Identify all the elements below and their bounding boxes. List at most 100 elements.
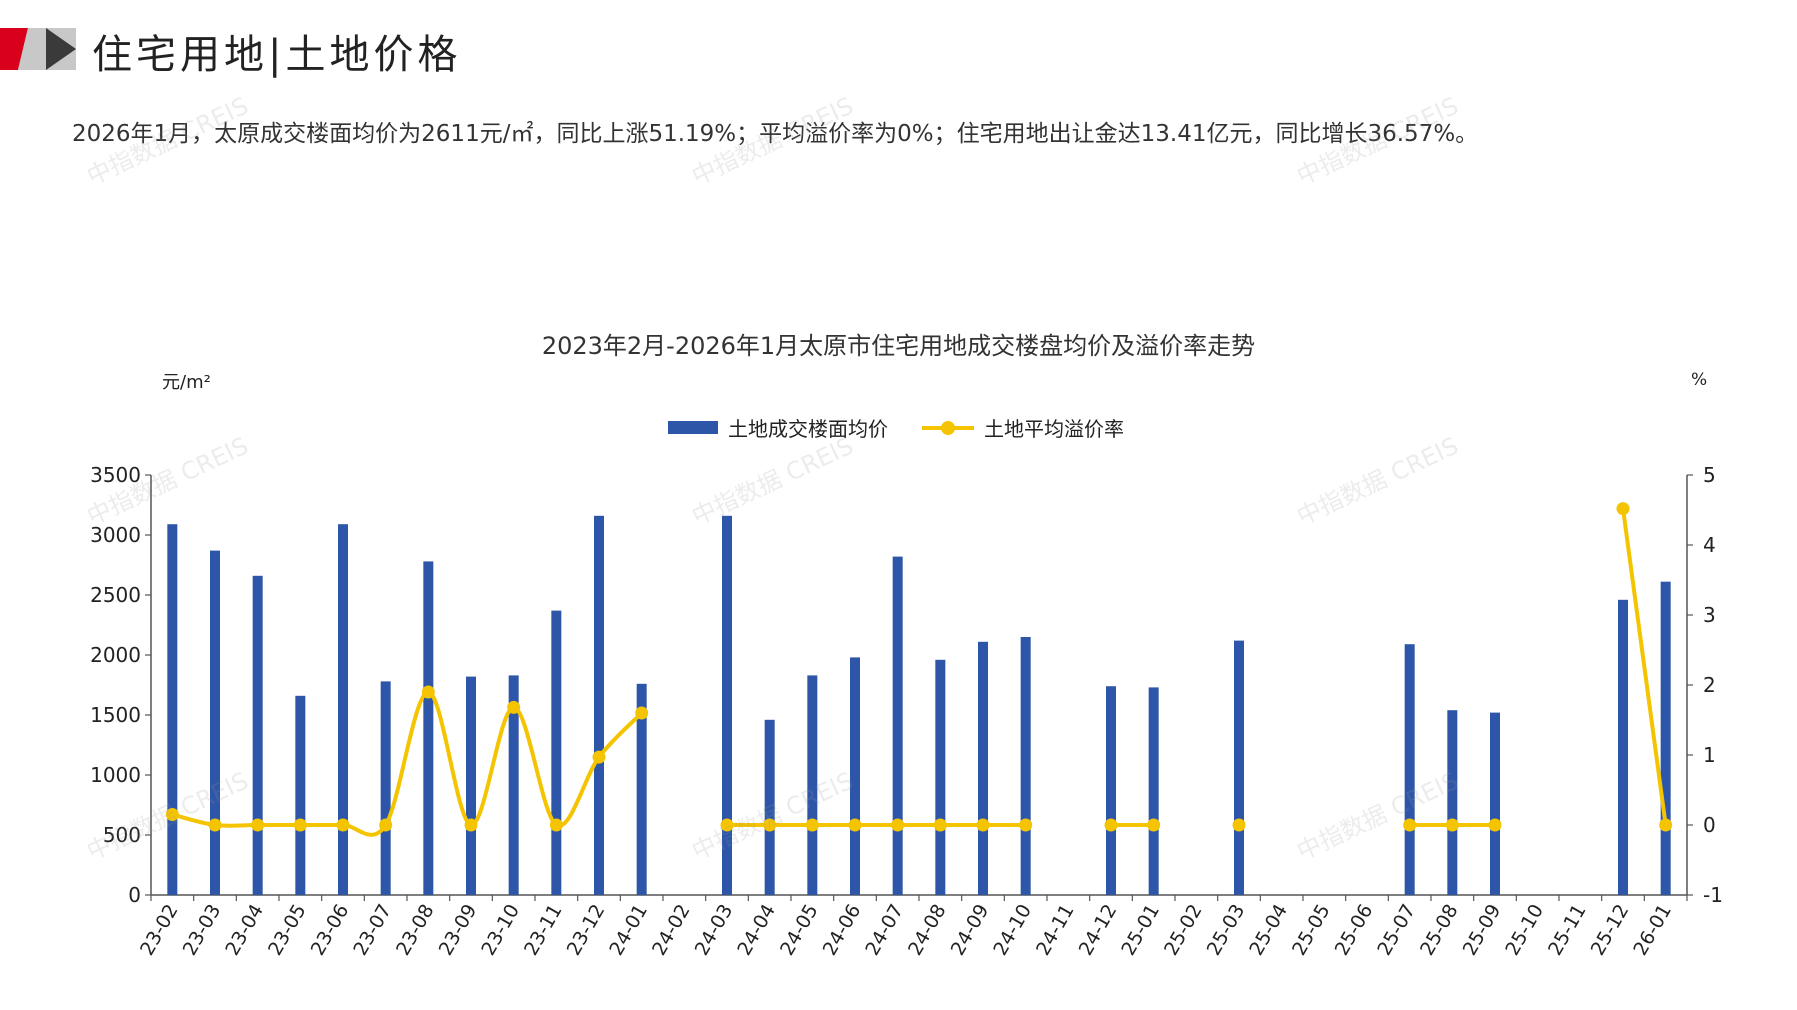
bar (1106, 686, 1116, 895)
bar (466, 676, 476, 895)
y-tick-label-left: 1000 (90, 763, 141, 787)
bar (252, 575, 263, 895)
x-tick-label: 26-01 (1629, 901, 1676, 960)
premium-rate-point (251, 818, 265, 832)
x-tick-label: 25-02 (1160, 901, 1207, 960)
premium-rate-point (1232, 818, 1246, 832)
x-tick-label: 25-11 (1544, 901, 1591, 960)
x-tick-label: 23-04 (221, 901, 268, 960)
x-tick-label: 24-10 (989, 901, 1036, 960)
x-tick-label: 24-07 (861, 901, 908, 960)
bar (167, 524, 178, 895)
y-tick-label-left: 2500 (90, 583, 141, 607)
x-tick-label: 23-07 (349, 901, 396, 960)
premium-rate-point (592, 750, 606, 764)
bar (1447, 710, 1458, 895)
y-tick-label-right: 2 (1703, 673, 1716, 697)
bar (594, 515, 604, 895)
bar (295, 695, 306, 895)
x-tick-label: 23-02 (136, 901, 183, 960)
y-tick-label-right: -1 (1703, 883, 1723, 907)
x-tick-label: 25-06 (1331, 901, 1378, 960)
x-tick-label: 23-11 (520, 901, 567, 960)
premium-rate-point (763, 818, 777, 832)
page-title: 住宅用地|土地价格 (92, 32, 462, 78)
bar (722, 515, 732, 895)
legend-label-bar: 土地成交楼面均价 (728, 417, 888, 441)
x-tick-label: 23-12 (563, 901, 610, 960)
x-tick-label: 25-08 (1416, 901, 1463, 960)
premium-rate-point (507, 700, 521, 714)
bar (1020, 637, 1031, 895)
premium-rate-point (379, 818, 393, 832)
premium-rate-point (933, 818, 947, 832)
premium-rate-point (165, 808, 179, 821)
premium-rate-point (1147, 818, 1161, 832)
x-tick-label: 23-05 (264, 901, 311, 960)
premium-rate-point (293, 818, 307, 832)
premium-rate-point (464, 818, 478, 832)
premium-rate-point (635, 706, 649, 720)
premium-rate-point (1019, 818, 1033, 832)
premium-rate-point (1445, 818, 1459, 832)
bar (1660, 581, 1671, 895)
bar (380, 681, 391, 895)
bar (850, 657, 860, 895)
y-tick-label-left: 3500 (90, 463, 141, 487)
y-tick-label-left: 1500 (90, 703, 141, 727)
bar (338, 524, 348, 895)
x-tick-label: 25-09 (1459, 901, 1506, 960)
premium-rate-point (891, 818, 905, 832)
bar (1618, 599, 1628, 895)
premium-rate-point (336, 818, 350, 832)
y-tick-label-left: 2000 (90, 643, 141, 667)
bar (1490, 712, 1500, 895)
premium-rate-point (976, 818, 990, 832)
x-tick-label: 24-01 (605, 901, 652, 960)
premium-rate-point (421, 685, 435, 699)
x-tick-label: 23-10 (477, 901, 524, 960)
premium-rate-point (805, 818, 819, 832)
brand-logo (0, 28, 76, 70)
x-tick-label: 25-04 (1245, 901, 1292, 960)
premium-rate-point (549, 818, 563, 832)
bar (423, 561, 434, 895)
legend-item-bar: 土地成交楼面均价 (668, 413, 888, 442)
premium-rate-point (1488, 818, 1502, 832)
bar (978, 641, 988, 895)
y-tick-label-right: 5 (1703, 463, 1716, 487)
bar (1234, 640, 1244, 895)
premium-rate-line (1621, 506, 1668, 827)
premium-rate-point (208, 818, 222, 832)
premium-rate-point (1403, 818, 1417, 832)
summary-text: 2026年1月，太原成交楼面均价为2611元/㎡，同比上涨51.19%；平均溢价… (72, 121, 1479, 147)
x-tick-label: 24-09 (947, 901, 994, 960)
y-tick-label-left: 3000 (90, 523, 141, 547)
y-tick-label-right: 4 (1703, 533, 1716, 557)
y-tick-label-left: 500 (103, 823, 141, 847)
y-tick-label-right: 0 (1703, 813, 1716, 837)
legend-line-swatch (922, 420, 974, 435)
x-tick-label: 23-09 (435, 901, 482, 960)
y-tick-label-left: 0 (128, 883, 141, 907)
x-tick-label: 25-12 (1587, 901, 1634, 960)
chart-title: 2023年2月-2026年1月太原市住宅用地成交楼盘均价及溢价率走势 (541, 332, 1256, 360)
legend-bar-swatch (668, 421, 718, 434)
x-tick-label: 23-06 (307, 901, 354, 960)
x-tick-label: 24-08 (904, 901, 951, 960)
bar (508, 675, 519, 895)
x-tick-label: 25-01 (1117, 901, 1164, 960)
x-tick-label: 24-04 (733, 901, 780, 960)
x-tick-label: 24-12 (1075, 901, 1122, 960)
x-tick-label: 24-05 (776, 901, 823, 960)
premium-rate-point (1659, 818, 1673, 832)
bar (1148, 687, 1159, 895)
x-tick-label: 24-03 (691, 901, 738, 960)
premium-rate-point (848, 818, 862, 832)
x-tick-label: 25-07 (1373, 901, 1420, 960)
bar (764, 719, 775, 895)
legend-label-line: 土地平均溢价率 (984, 417, 1124, 441)
x-tick-label: 23-08 (392, 901, 439, 960)
x-tick-label: 24-06 (819, 901, 866, 960)
